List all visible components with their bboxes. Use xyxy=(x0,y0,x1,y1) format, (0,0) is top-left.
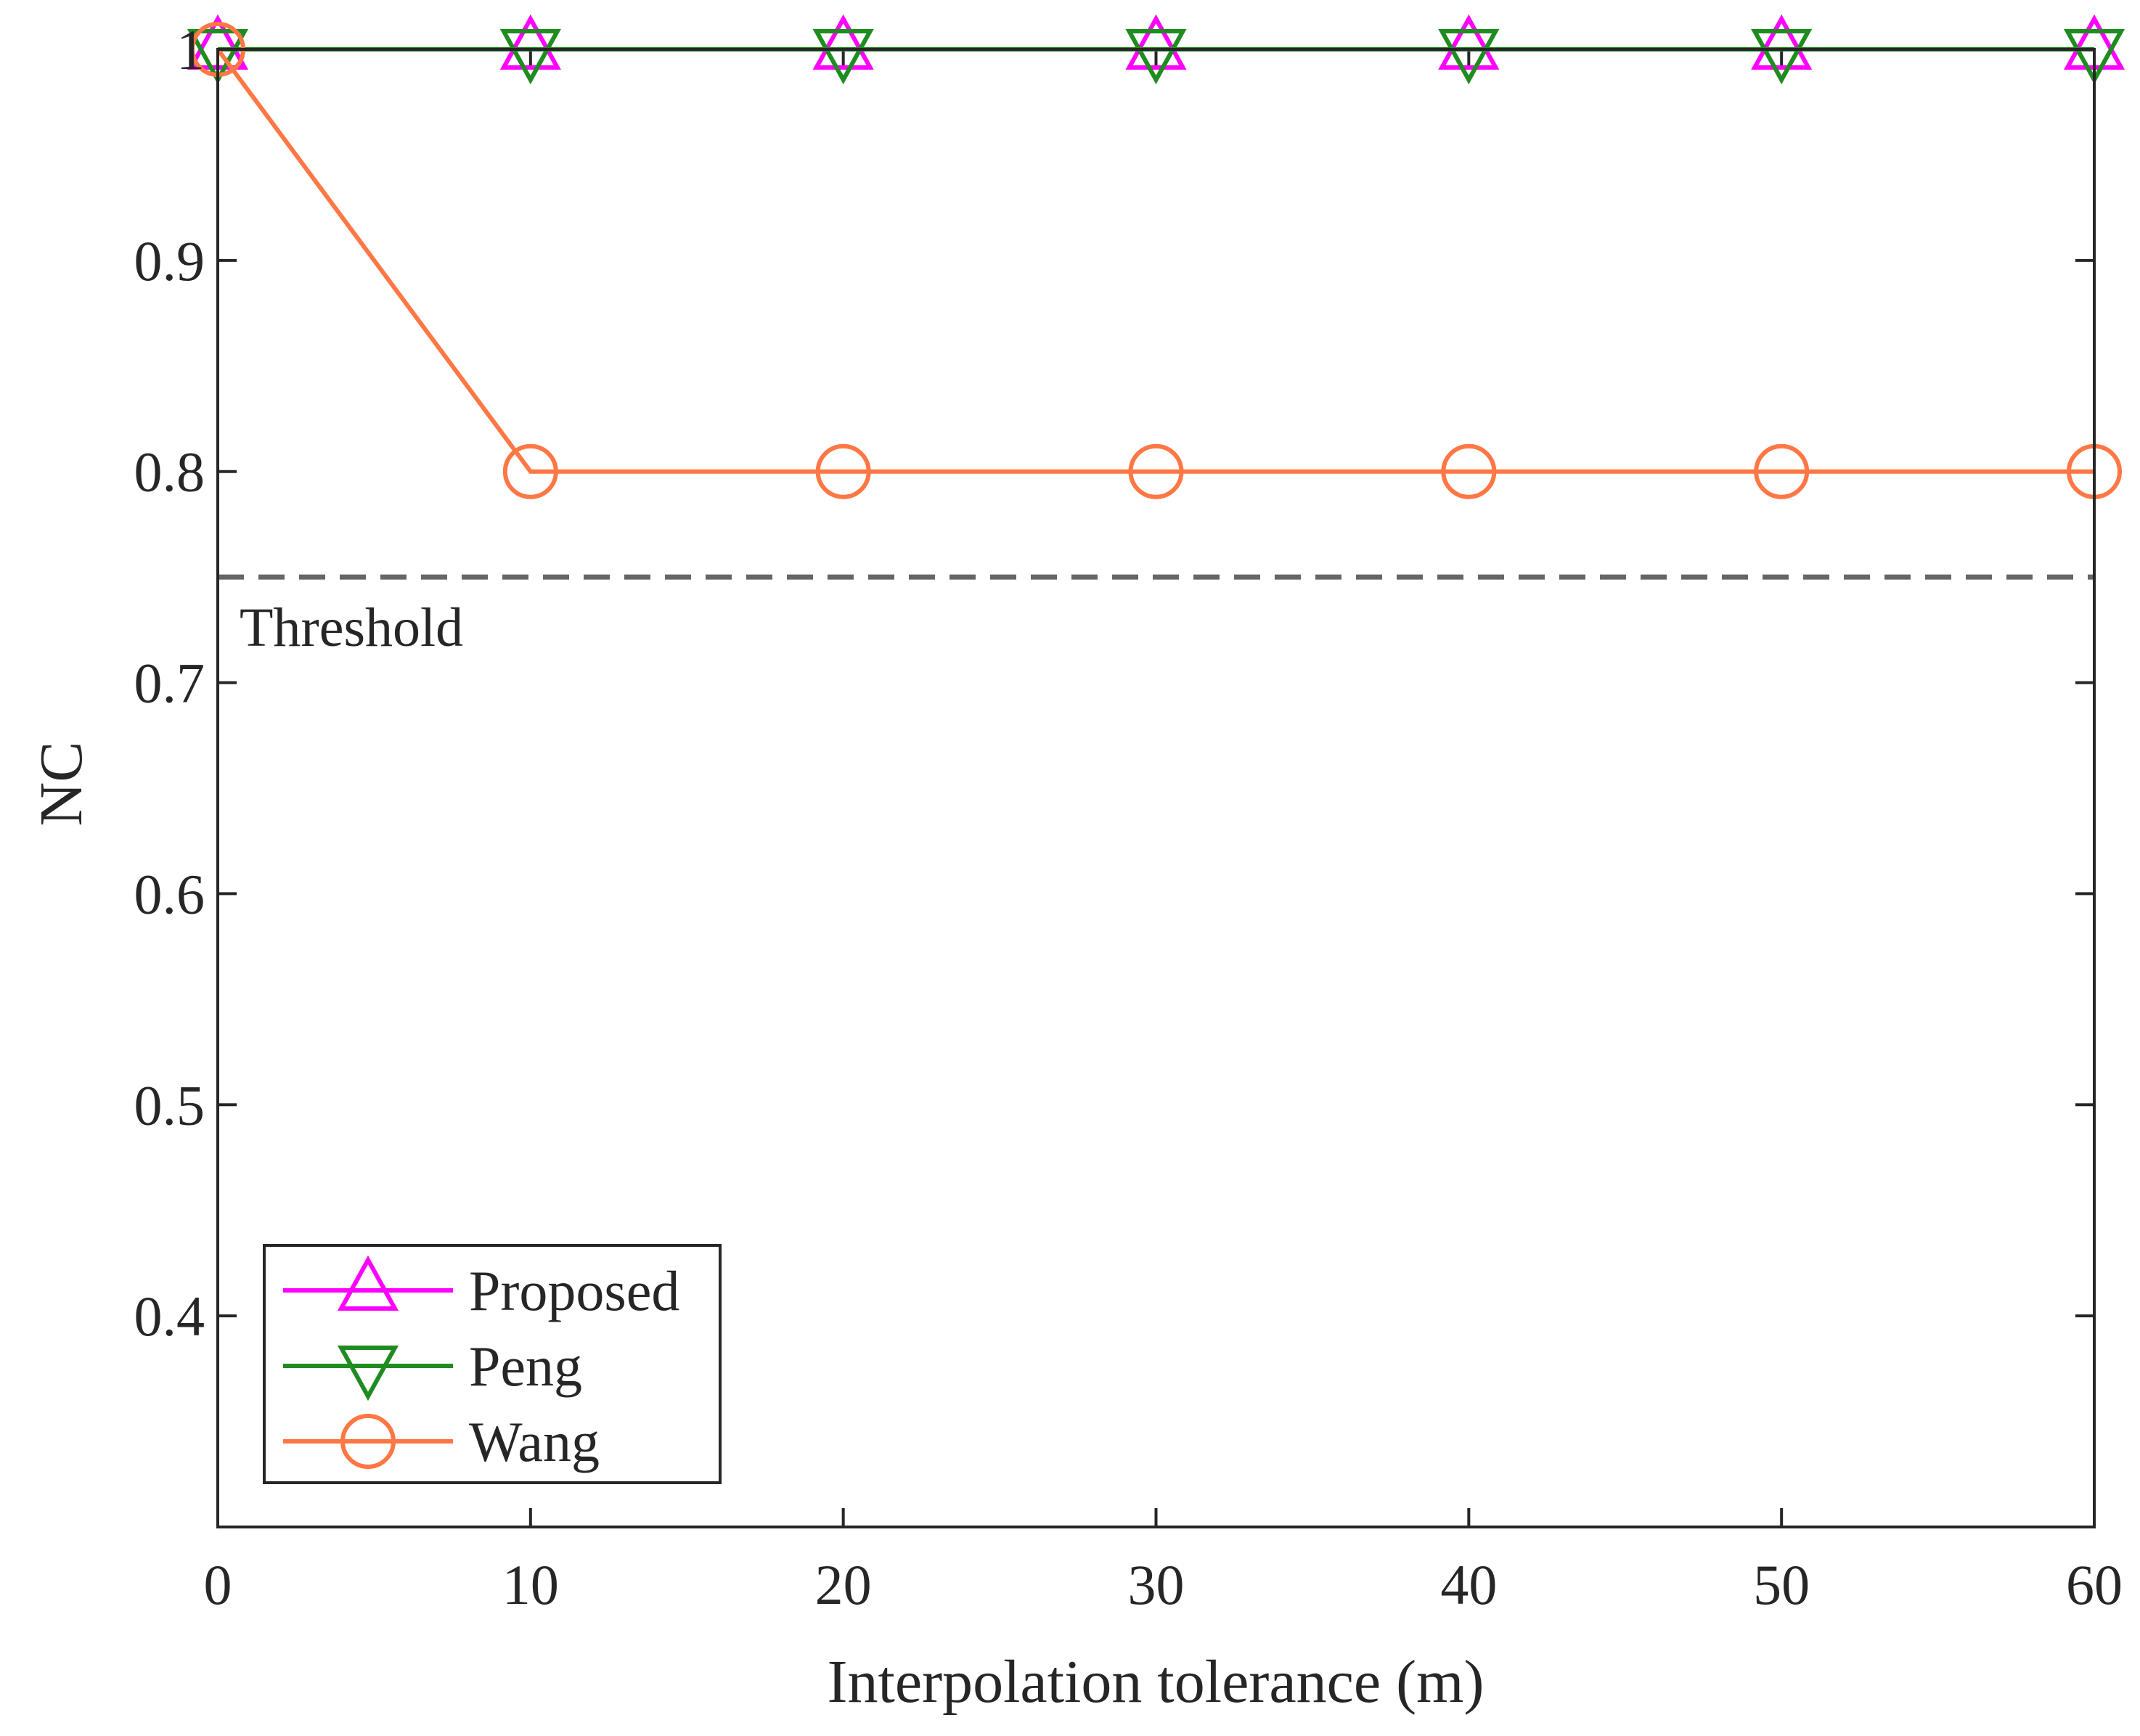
y-tick-label: 0.8 xyxy=(134,441,205,504)
legend-marker-peng xyxy=(337,1346,399,1401)
data-point-wang xyxy=(815,443,871,499)
data-point-proposed xyxy=(1751,14,1813,70)
data-point-peng xyxy=(812,29,874,85)
threshold-label: Threshold xyxy=(240,597,463,658)
data-point-peng xyxy=(1438,29,1500,85)
x-tick-label: 60 xyxy=(2066,1553,2123,1616)
data-point-wang xyxy=(1128,443,1184,499)
data-point-peng xyxy=(499,29,561,85)
legend-label-wang: Wang xyxy=(469,1410,600,1473)
y-tick-label: 0.9 xyxy=(134,229,205,292)
x-tick-label: 30 xyxy=(1128,1553,1185,1616)
data-point-proposed xyxy=(812,14,874,70)
x-tick-label: 20 xyxy=(815,1553,872,1616)
data-point-peng xyxy=(1125,29,1187,85)
x-tick-label: 50 xyxy=(1753,1553,1810,1616)
x-tick-labels: 0 10 20 30 40 50 60 xyxy=(204,1553,2123,1616)
plot-frame xyxy=(216,48,2096,1528)
y-tick-label: 0.7 xyxy=(134,652,205,715)
y-tick-label: 0.5 xyxy=(134,1073,205,1137)
legend-marker-wang xyxy=(340,1414,396,1469)
data-point-wang xyxy=(1754,443,1810,499)
data-point-proposed xyxy=(499,14,561,70)
y-tick-label: 0.6 xyxy=(134,862,205,925)
data-point-proposed xyxy=(1438,14,1500,70)
data-point-wang xyxy=(502,443,558,499)
data-point-peng xyxy=(187,29,249,85)
legend-marker-proposed xyxy=(337,1255,399,1311)
y-tick-label: 1 xyxy=(176,18,205,81)
x-tick-label: 40 xyxy=(1440,1553,1497,1616)
x-tick-label: 0 xyxy=(204,1553,232,1616)
data-point-peng xyxy=(1751,29,1813,85)
data-point-wang xyxy=(1441,443,1497,499)
y-tick-labels: 1 0.9 0.8 0.7 0.6 0.5 0.4 xyxy=(134,18,205,1348)
y-axis-title: NC xyxy=(28,742,95,827)
series-line-wang xyxy=(216,48,2094,474)
x-axis-title: Interpolation tolerance (m) xyxy=(828,1648,1484,1716)
x-tick-label: 10 xyxy=(502,1553,559,1616)
y-tick-label: 0.4 xyxy=(134,1285,205,1348)
legend: Proposed Peng Wang xyxy=(263,1244,722,1484)
data-point-proposed xyxy=(1125,14,1187,70)
legend-label-peng: Peng xyxy=(469,1335,582,1398)
data-point-peng xyxy=(2063,29,2125,85)
legend-label-proposed: Proposed xyxy=(469,1259,679,1322)
